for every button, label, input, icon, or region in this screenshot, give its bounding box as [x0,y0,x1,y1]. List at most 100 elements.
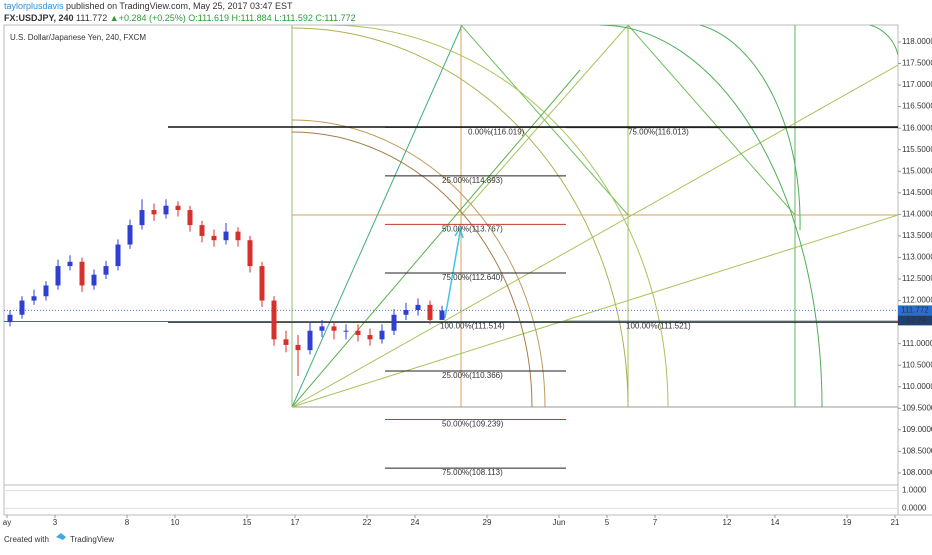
candle-body [319,326,325,331]
x-tick-label: 19 [843,518,852,527]
y-tick-label: 116.0000 [902,123,932,132]
fib-label: 50.00%(113.767) [442,225,503,234]
y-tick-label: 113.5000 [902,231,932,240]
candle-body [367,335,373,340]
y-tick-label: 114.5000 [902,188,932,197]
candle-body [91,274,97,286]
candle-body [187,210,193,226]
pane-tick-label: 0.0000 [902,504,927,513]
y-tick-label: 117.5000 [902,59,932,68]
x-tick-label: Jun [553,518,566,527]
candle-body [439,310,445,320]
fib-label: 75.00%(116.013) [628,128,689,137]
candle-body [175,205,181,211]
candle-body [163,205,169,215]
brand[interactable]: TradingView [70,535,114,544]
candle-body [295,344,301,351]
candle-body [403,310,409,315]
y-tick-label: 117.0000 [902,80,932,89]
y-tick-label: 112.0000 [902,296,932,305]
y-tick-label: 115.5000 [902,145,932,154]
arrow: ▲ [110,13,119,23]
y-tick-label: 110.0000 [902,382,932,391]
symbol: FX:USDJPY, 240 [4,13,74,23]
footer: Created with [4,535,49,544]
plot-frame [3,24,899,516]
candle-body [67,261,73,267]
y-tick-label: 108.0000 [902,468,932,477]
timer-label: 12:24 [906,315,927,324]
timer-box [898,315,932,326]
y-tick-label: 110.5000 [902,360,932,369]
x-tick-label: 3 [53,518,58,527]
price-label: 111.772 [901,305,929,314]
candle-body [307,330,313,351]
change: +0.284 (+0.25%) [119,13,186,23]
price-box [898,305,932,316]
candle-body [415,304,421,311]
published: published on TradingView.com, May 25, 20… [64,1,293,11]
open: O:111.619 [188,13,229,23]
candle-body [223,231,229,241]
fib-label: 75.00%(108.113) [442,468,503,477]
candle-body [211,235,217,241]
x-tick-label: 5 [605,518,610,527]
fib-label: 25.00%(110.366) [442,371,503,380]
candle-body [427,304,433,320]
y-tick-label: 114.0000 [902,209,932,218]
y-tick-label: 109.0000 [902,425,932,434]
x-tick-label: 24 [411,518,420,527]
x-tick-label: 21 [891,518,900,527]
y-tick-label: 113.0000 [902,253,932,262]
candle-body [199,225,205,236]
candle-body [247,240,253,267]
price: 111.772 [76,13,107,23]
x-tick-label: 17 [291,518,300,527]
candle-body [31,296,37,301]
plot [4,126,898,469]
candle-body [79,261,85,286]
fib-label: 25.00%(114.893) [442,176,503,185]
low: L:111.592 [274,13,313,23]
pane-tick-label: 1.0000 [902,486,927,495]
x-tick-label: 10 [171,518,180,527]
high: H:111.884 [231,13,271,23]
quote-line: FX:USDJPY, 240 111.772 ▲+0.284 (+0.25%) … [4,13,356,23]
candle-body [7,314,13,323]
close: C:111.772 [315,13,355,23]
candle-body [151,210,157,215]
candle-body [127,225,133,245]
y-tick-label: 109.5000 [902,403,932,412]
x-tick-label: 22 [363,518,372,527]
candle-body [355,330,361,336]
y-tick-label: 112.5000 [902,274,932,283]
candle-body [271,300,277,340]
candle-body [55,266,61,286]
y-tick-label: 111.0000 [902,339,932,348]
x-tick-label: 8 [125,518,130,527]
logo [56,533,66,540]
candle-body [43,285,49,297]
y-tick-label: 108.5000 [902,446,932,455]
x-tick-label: ay [3,518,11,527]
candle-body [343,330,349,332]
gann-drawing [168,25,898,408]
x-tick-label: 29 [483,518,492,527]
created: Created with [4,535,49,544]
fib-label: 0.00%(116.019) [468,127,525,136]
x-tick-label: 15 [243,518,252,527]
x-tick-label: 12 [723,518,732,527]
candle-body [235,231,241,241]
candle-body [259,266,265,301]
y-tick-label: 118.0000 [902,37,932,46]
author[interactable]: taylorplusdavis [4,1,64,11]
candle-body [115,244,121,267]
fib-label: 50.00%(109.239) [442,420,504,429]
y-tick-label: 116.5000 [902,102,932,111]
header-line: taylorplusdavis published on TradingView… [4,1,293,11]
x-tick-label: 7 [653,518,658,527]
fib-label: 100.00%(111.514) [440,322,505,331]
candle-body [139,210,145,226]
x-tick-label: 14 [771,518,780,527]
